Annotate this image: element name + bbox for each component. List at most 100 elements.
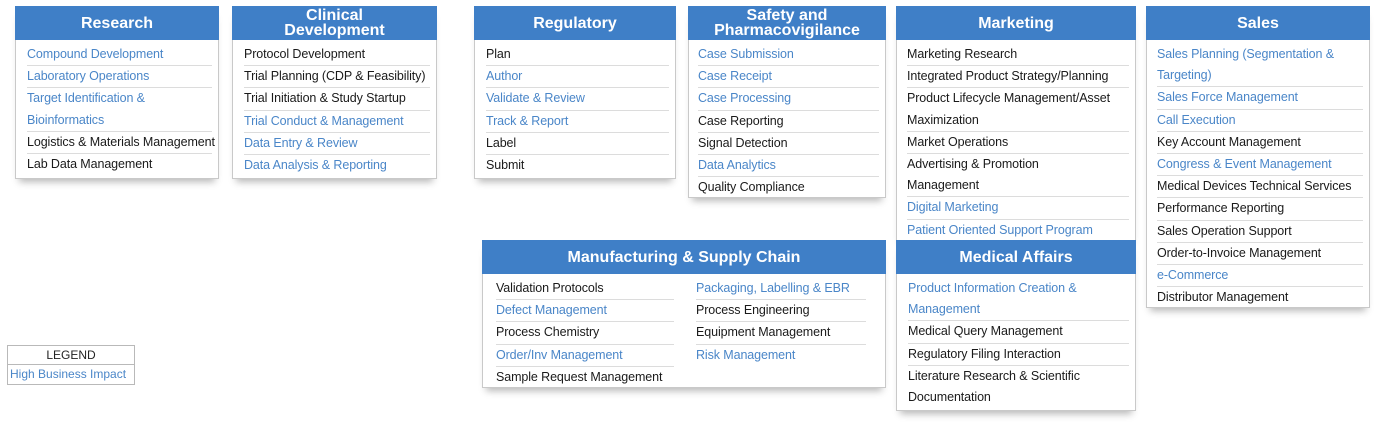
safety-item: Case Processing [698,88,879,111]
manufacturing-item-text: Order/Inv Management [496,347,623,362]
sales-item: Sales Planning (Segmentation & Targeting) [1157,44,1363,88]
regulatory-item: Validate & Review [486,88,669,111]
research-item-text: Target Identification & [27,91,145,106]
sales-item: Call Execution [1157,110,1363,132]
marketing-list: Marketing Research Integrated Product Str… [897,40,1135,243]
sales-item: Key Account Management [1157,132,1363,155]
medical-affairs-card: Medical Affairs Product Information Crea… [896,240,1136,411]
sales-item: Distributor Management [1157,287,1363,308]
clinical-development-header: Clinical Development [232,6,437,40]
clinical-development-list: Protocol Development Trial Planning (CDP … [233,40,436,178]
clinical-development-card: Clinical Development Protocol Development… [232,6,437,179]
mfg-title-line: Manufacturing & Supply Chain [567,248,801,266]
sales-item: Sales Operation Support [1157,221,1363,243]
clinical-item: Data Analysis & Reporting [244,155,430,176]
sales-item-text: Sales Planning (Segmentation & [1157,47,1334,61]
regulatory-item-text: Validate & Review [486,91,585,106]
medical-item-text: Management [908,302,980,317]
sales-item: Congress & Event Management [1157,154,1363,177]
sales-item: Medical Devices Technical Services [1157,176,1363,199]
clinical-item-text: Trial Conduct & Management [244,113,404,128]
sales-item: Sales Force Management [1157,87,1363,110]
research-list: Compound Development Laboratory Operation… [16,40,218,177]
manufacturing-supply-chain-card: Manufacturing & Supply Chain Validation … [482,240,886,388]
regulatory-title-line: Regulatory [533,14,617,32]
sales-item-text: Order-to-Invoice Management [1157,245,1322,260]
safety-list: Case Submission Case Receipt Case Processi… [689,40,885,200]
clinical-title-line: Development [284,22,385,39]
manufacturing-item-text: Packaging, Labelling & EBR [696,281,850,295]
marketing-item: Patient Oriented Support Program [907,220,1129,241]
safety-item: Case Submission [698,44,879,67]
research-item-text: Logistics & Materials Management [27,134,215,149]
regulatory-item: Submit [486,155,669,176]
research-item: Logistics & Materials Management [27,132,215,155]
manufacturing-item-text: Risk Management [696,347,796,362]
safety-item-text: Data Analytics [698,158,776,173]
regulatory-item: Author [486,66,669,89]
clinical-item-text: Data Analysis & Reporting [244,158,387,173]
manufacturing-item-text: Process Engineering [696,303,810,318]
marketing-item-text: Advertising & Promotion [907,157,1039,172]
clinical-item-text: Protocol Development [244,47,365,61]
regulatory-item: Label [486,133,669,156]
manufacturing-item: Packaging, Labelling & EBR [696,278,866,301]
marketing-item-text: Market Operations [907,134,1009,149]
marketing-item: Product Lifecycle Management/Asset Maximi… [907,88,1129,132]
clinical-item: Protocol Development [244,44,430,67]
manufacturing-item: Defect Management [496,300,674,323]
medical-item-text: Literature Research & Scientific [908,368,1080,383]
legend: LEGEND High Business Impact [7,345,135,385]
sales-item-text: e-Commerce [1157,268,1229,283]
research-header: Research [15,6,219,40]
marketing-item-text: Digital Marketing [907,200,999,215]
manufacturing-item: Process Engineering [696,300,866,323]
marketing-item-text: Marketing Research [907,47,1018,61]
regulatory-header: Regulatory [474,6,676,40]
sales-item-text: Congress & Event Management [1157,157,1332,172]
regulatory-item-text: Track & Report [486,113,569,128]
manufacturing-columns: Validation Protocols Defect Management Pro… [483,274,885,390]
manufacturing-item: Risk Management [696,345,866,366]
safety-title-line: Safety and [746,7,828,24]
research-card: Research Compound Development Laboratory … [15,6,219,179]
safety-item: Case Reporting [698,111,879,133]
clinical-title-line: Clinical [306,7,363,24]
clinical-item: Trial Conduct & Management [244,111,430,133]
manufacturing-item-text: Sample Request Management [496,369,663,384]
sales-item-text: Sales Force Management [1157,90,1298,105]
marketing-item: Integrated Product Strategy/Planning [907,66,1129,89]
manufacturing-item: Order/Inv Management [496,345,674,367]
manufacturing-item: Sample Request Management [496,367,674,388]
marketing-item: Market Operations [907,132,1129,155]
clinical-item: Data Entry & Review [244,133,430,156]
research-item: Lab Data Management [27,154,212,175]
safety-item-text: Case Submission [698,47,794,61]
marketing-item-text: Integrated Product Strategy/Planning [907,69,1109,84]
manufacturing-item: Validation Protocols [496,278,674,301]
regulatory-item: Track & Report [486,111,669,133]
sales-title-line: Sales [1237,14,1279,32]
medical-item-text: Product Information Creation & [908,281,1077,295]
research-item-text: Laboratory Operations [27,69,150,84]
manufacturing-item: Process Chemistry [496,322,674,345]
sales-item: Order-to-Invoice Management [1157,243,1363,266]
regulatory-item-text: Label [486,135,517,150]
marketing-item-text: Patient Oriented Support Program [907,222,1093,237]
marketing-item: Advertising & Promotion Management [907,154,1129,198]
sales-item: Performance Reporting [1157,198,1363,221]
safety-title-line: Pharmacovigilance [714,22,860,39]
clinical-item: Trial Planning (CDP & Feasibility) [244,66,430,89]
manufacturing-item-text: Equipment Management [696,325,831,340]
clinical-item: Trial Initiation & Study Startup [244,88,430,111]
sales-item-text: Medical Devices Technical Services [1157,179,1352,194]
sales-item-text: Performance Reporting [1157,201,1285,216]
safety-item-text: Case Reporting [698,113,784,128]
manufacturing-item-text: Process Chemistry [496,325,600,340]
manufacturing-header: Manufacturing & Supply Chain [482,240,886,274]
sales-item-text: Distributor Management [1157,290,1289,305]
safety-item: Case Receipt [698,66,879,89]
safety-item-text: Signal Detection [698,135,788,150]
research-item: Target Identification & Bioinformatics [27,88,212,132]
regulatory-list: Plan Author Validate & Review Track & Repor… [475,40,675,178]
